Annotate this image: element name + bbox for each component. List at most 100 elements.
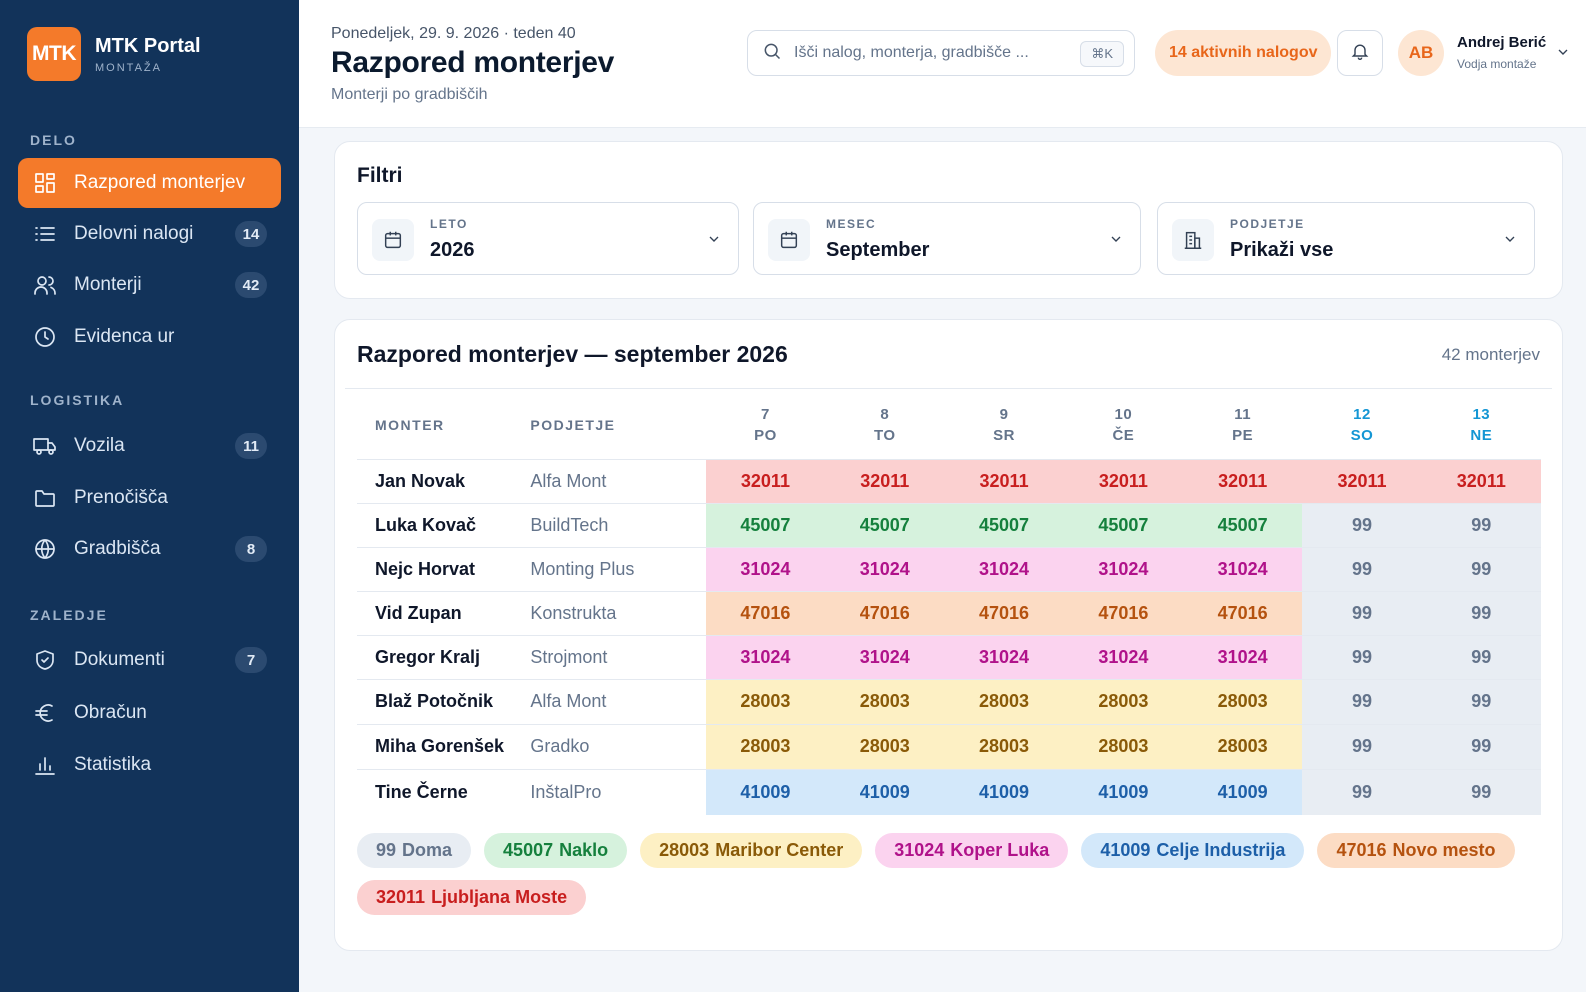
schedule-cell[interactable]: 31024 xyxy=(705,634,826,679)
legend-chip[interactable]: 28003 Maribor Center xyxy=(640,833,863,868)
schedule-cell[interactable]: 32011 xyxy=(825,458,945,503)
schedule-cell[interactable]: 28003 xyxy=(944,678,1064,724)
schedule-cell[interactable]: 99 xyxy=(1421,678,1541,724)
schedule-cell[interactable]: 28003 xyxy=(1063,678,1184,724)
bar-chart-icon xyxy=(32,752,58,778)
chevron-down-icon[interactable] xyxy=(1555,44,1571,60)
sidebar-item-evidenca-ur[interactable]: Evidenca ur xyxy=(18,312,281,362)
schedule-cell[interactable]: 99 xyxy=(1302,723,1422,769)
schedule-cell[interactable]: 31024 xyxy=(944,546,1064,591)
schedule-cell[interactable]: 47016 xyxy=(825,590,945,635)
column-header-day: 9 SR xyxy=(944,392,1063,459)
schedule-cell[interactable]: 28003 xyxy=(705,723,826,769)
schedule-cell[interactable]: 31024 xyxy=(705,546,826,591)
schedule-cell[interactable]: 99 xyxy=(1302,502,1422,547)
schedule-cell[interactable]: 31024 xyxy=(825,546,945,591)
schedule-cell[interactable]: 99 xyxy=(1421,723,1541,769)
schedule-cell[interactable]: 45007 xyxy=(825,502,945,547)
table-row[interactable]: Luka Kovač BuildTech 45007 45007 45007 45007 4… xyxy=(357,502,1541,547)
schedule-cell[interactable]: 31024 xyxy=(1183,546,1303,591)
sidebar-item-statistika[interactable]: Statistika xyxy=(18,740,281,790)
day-of-week: SO xyxy=(1350,427,1374,445)
schedule-cell[interactable]: 47016 xyxy=(1183,590,1303,635)
schedule-cell[interactable]: 99 xyxy=(1421,768,1541,815)
schedule-cell[interactable]: 99 xyxy=(1421,634,1541,679)
legend-chip[interactable]: 45007 Naklo xyxy=(484,833,628,868)
schedule-cell[interactable]: 99 xyxy=(1302,678,1422,724)
table-row[interactable]: Jan Novak Alfa Mont 32011 32011 32011 32011 32… xyxy=(357,458,1541,503)
sidebar-item-dokumenti[interactable]: Dokumenti 7 xyxy=(18,635,281,685)
sidebar-item-razpored[interactable]: Razpored monterjev xyxy=(18,158,281,208)
schedule-cell[interactable]: 45007 xyxy=(1183,502,1303,547)
schedule-cell[interactable]: 32011 xyxy=(1183,458,1303,503)
table-row[interactable]: Gregor Kralj Strojmont 31024 31024 31024 3102… xyxy=(357,634,1541,679)
user-name[interactable]: Andrej Berić xyxy=(1457,34,1547,51)
schedule-cell[interactable]: 99 xyxy=(1421,590,1541,635)
month-label: MESEC xyxy=(826,217,877,231)
schedule-cell[interactable]: 31024 xyxy=(825,634,945,679)
count-badge: 7 xyxy=(235,647,267,673)
table-row[interactable]: Miha Gorenšek Gradko 28003 28003 28003 28003 2… xyxy=(357,723,1541,769)
schedule-cell[interactable]: 99 xyxy=(1302,634,1422,679)
table-row[interactable]: Blaž Potočnik Alfa Mont 28003 28003 28003 280… xyxy=(357,678,1541,724)
schedule-cell[interactable]: 45007 xyxy=(1063,502,1184,547)
active-orders-button[interactable]: 14 aktivnih nalogov xyxy=(1155,30,1332,76)
schedule-cell[interactable]: 41009 xyxy=(1183,768,1303,815)
schedule-cell[interactable]: 28003 xyxy=(1183,678,1303,724)
sidebar-item-monterji[interactable]: Monterji 42 xyxy=(18,260,281,310)
day-of-week: NE xyxy=(1470,427,1493,445)
schedule-cell[interactable]: 41009 xyxy=(1063,768,1184,815)
schedule-cell[interactable]: 47016 xyxy=(1063,590,1184,635)
brand[interactable]: MTK MTK Portal MONTAŽA xyxy=(27,27,201,81)
schedule-cell[interactable]: 45007 xyxy=(944,502,1064,547)
legend-chip[interactable]: 47016 Novo mesto xyxy=(1317,833,1515,868)
schedule-cell[interactable]: 41009 xyxy=(944,768,1064,815)
schedule-cell[interactable]: 32011 xyxy=(705,458,826,503)
schedule-cell[interactable]: 31024 xyxy=(1063,634,1184,679)
schedule-cell[interactable]: 99 xyxy=(1421,546,1541,591)
sidebar-item-prenocisca[interactable]: Prenočišča xyxy=(18,473,281,523)
schedule-cell[interactable]: 28003 xyxy=(944,723,1064,769)
users-icon xyxy=(32,272,58,298)
schedule-cell[interactable]: 99 xyxy=(1421,502,1541,547)
sidebar-item-obracun[interactable]: Obračun xyxy=(18,688,281,738)
schedule-cell[interactable]: 99 xyxy=(1302,546,1422,591)
legend-chip[interactable]: 99 Doma xyxy=(357,833,472,868)
schedule-cell[interactable]: 41009 xyxy=(825,768,945,815)
table-row[interactable]: Tine Černe InštalPro 41009 41009 41009 41009 4… xyxy=(357,768,1541,815)
schedule-cell[interactable]: 47016 xyxy=(944,590,1064,635)
schedule-cell[interactable]: 31024 xyxy=(944,634,1064,679)
search-input[interactable]: Išči nalog, monterja, gradbišče ... ⌘K xyxy=(747,30,1135,76)
schedule-cell[interactable]: 31024 xyxy=(1063,546,1184,591)
schedule-cell[interactable]: 32011 xyxy=(944,458,1064,503)
day-number: 7 xyxy=(761,406,770,424)
schedule-cell[interactable]: 31024 xyxy=(1183,634,1303,679)
sidebar-item-gradbisca[interactable]: Gradbišča 8 xyxy=(18,524,281,574)
schedule-cell[interactable]: 99 xyxy=(1302,590,1422,635)
schedule-cell[interactable]: 99 xyxy=(1302,768,1422,815)
avatar[interactable]: AB xyxy=(1398,30,1444,76)
schedule-cell[interactable]: 32011 xyxy=(1421,458,1541,503)
legend-chip[interactable]: 31024 Koper Luka xyxy=(875,833,1069,868)
legend-chip[interactable]: 32011 Ljubljana Moste xyxy=(357,880,587,915)
schedule-cell[interactable]: 28003 xyxy=(825,723,945,769)
schedule-cell[interactable]: 32011 xyxy=(1302,458,1422,503)
schedule-cell[interactable]: 28003 xyxy=(825,678,945,724)
month-select[interactable]: MESEC September xyxy=(753,202,1141,275)
brand-name: MTK Portal xyxy=(95,34,201,57)
schedule-cell[interactable]: 28003 xyxy=(1183,723,1303,769)
notifications-button[interactable] xyxy=(1337,30,1383,76)
sidebar-item-delovni-nalogi[interactable]: Delovni nalogi 14 xyxy=(18,209,281,259)
schedule-cell[interactable]: 47016 xyxy=(705,590,826,635)
schedule-cell[interactable]: 41009 xyxy=(705,768,826,815)
company-select[interactable]: PODJETJE Prikaži vse xyxy=(1157,202,1535,275)
table-row[interactable]: Nejc Horvat Monting Plus 31024 31024 31024 31… xyxy=(357,546,1541,591)
table-row[interactable]: Vid Zupan Konstrukta 47016 47016 47016 47016 4… xyxy=(357,590,1541,635)
year-select[interactable]: LETO 2026 xyxy=(357,202,739,275)
schedule-cell[interactable]: 28003 xyxy=(1063,723,1184,769)
sidebar-item-vozila[interactable]: Vozila 11 xyxy=(18,421,281,471)
schedule-cell[interactable]: 45007 xyxy=(705,502,826,547)
schedule-cell[interactable]: 32011 xyxy=(1063,458,1184,503)
legend-chip[interactable]: 41009 Celje Industrija xyxy=(1081,833,1305,868)
schedule-cell[interactable]: 28003 xyxy=(705,678,826,724)
